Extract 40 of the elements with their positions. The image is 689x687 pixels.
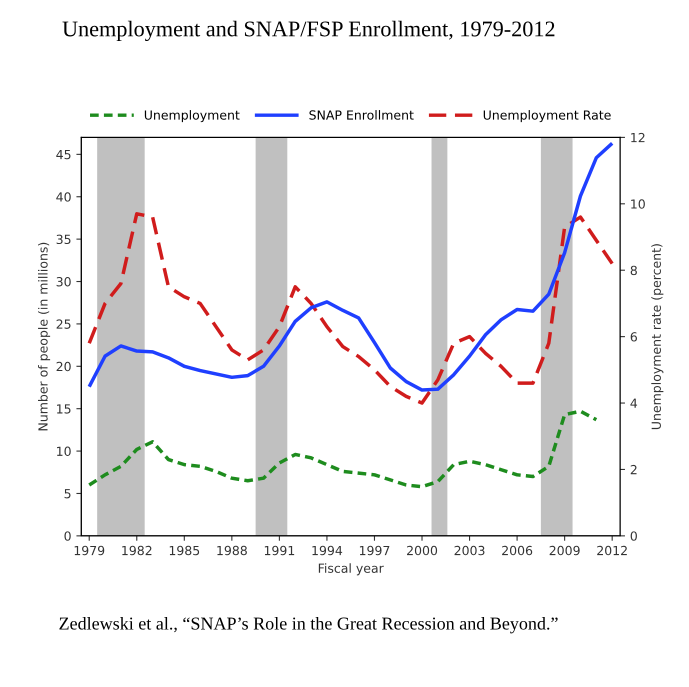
- x-tick-label: 2012: [597, 546, 627, 556]
- y2-tick-label: 0: [630, 531, 637, 541]
- x-tick-label: 2000: [407, 546, 438, 556]
- y-tick-label: 0: [64, 531, 71, 541]
- y2-axis-title: Unemployment rate (percent): [651, 244, 664, 430]
- x-tick-label: 1991: [264, 546, 294, 556]
- y-tick-label: 20: [56, 362, 71, 372]
- x-tick-label: 1982: [122, 546, 152, 556]
- x-tick-label: 1994: [312, 546, 342, 556]
- line-series: [87, 142, 614, 392]
- y2-tick-label: 10: [631, 199, 645, 209]
- x-tick-label: 2003: [454, 546, 484, 556]
- y-tick-label: 10: [57, 446, 71, 456]
- y2-tick-label: 4: [630, 398, 638, 408]
- x-tick-label: 1985: [170, 546, 200, 556]
- y-tick-label: 40: [56, 192, 71, 202]
- y2-tick-label: 2: [630, 464, 637, 474]
- y-tick-label: 45: [56, 150, 70, 160]
- x-tick-label: 2006: [502, 546, 532, 556]
- y-tick-label: 30: [56, 276, 71, 286]
- y2-tick-label: 12: [631, 132, 644, 142]
- line-series: [87, 410, 598, 488]
- y-tick-label: 15: [57, 404, 70, 414]
- y-tick-label: 5: [64, 489, 70, 498]
- line-series: [87, 212, 614, 405]
- x-tick-label: 1988: [217, 546, 247, 556]
- legend-label: Unemployment: [144, 110, 240, 122]
- y2-tick-label: 6: [630, 332, 637, 342]
- y2-tick-label: 8: [630, 266, 637, 276]
- y-axis-title: Number of people (in millions): [38, 242, 50, 430]
- x-tick-label: 2009: [550, 546, 580, 556]
- chart-title: Unemployment and SNAP/FSP Enrollment, 1979-2012: [62, 20, 554, 42]
- text: Zedlewski et al., “SNAP’s Role in the Great Recession and Beyond.”: [59, 616, 558, 634]
- x-tick-label: 1997: [360, 546, 390, 556]
- y-tick-label: 25: [56, 319, 70, 329]
- x-tick-label: 1979: [74, 546, 104, 556]
- legend-label: SNAP Enrollment: [309, 110, 414, 120]
- x-axis-title: Fiscal year: [318, 563, 384, 576]
- y-tick-label: 35: [56, 234, 70, 244]
- legend-label: Unemployment Rate: [484, 110, 611, 122]
